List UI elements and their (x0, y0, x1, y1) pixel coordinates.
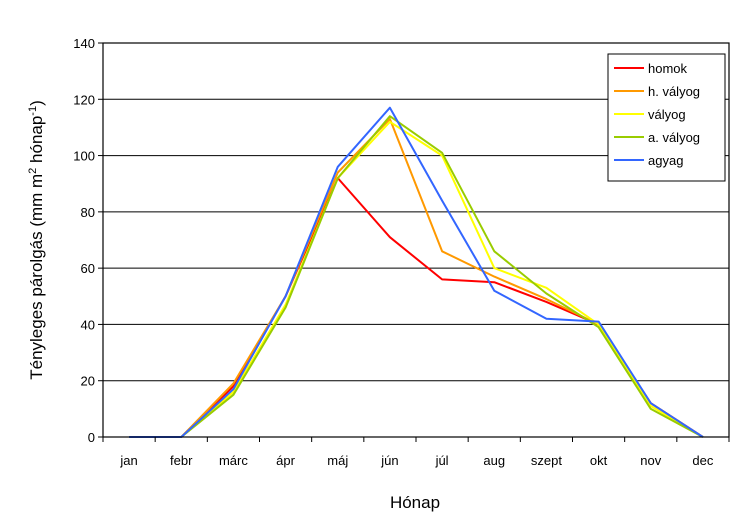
y-tick-label: 40 (81, 317, 95, 332)
series-line (129, 115, 704, 438)
axis-ticks (98, 42, 730, 442)
legend: homok h. vályog vályog a. vályog agyag (607, 53, 726, 182)
x-tick-label: jún (380, 453, 398, 468)
x-tick-label: júl (435, 453, 449, 468)
x-tick-label: okt (590, 453, 608, 468)
y-tick-label: 80 (81, 205, 95, 220)
x-tick-label: dec (692, 453, 713, 468)
y-tick-label: 60 (81, 261, 95, 276)
y-tick-label: 0 (88, 430, 95, 445)
legend-label: homok (648, 61, 688, 76)
x-tick-label: máj (327, 453, 348, 468)
x-tick-label: aug (483, 453, 505, 468)
x-tick-label: jan (119, 453, 137, 468)
y-axis-title-sup1: 2 (27, 168, 39, 174)
x-tick-label: febr (170, 453, 193, 468)
y-tick-label: 140 (73, 36, 95, 51)
y-axis-title-end: ) (27, 100, 46, 106)
y-axis-title-sup2: -1 (27, 106, 39, 116)
x-tick-label: ápr (276, 453, 295, 468)
x-axis-title: Hónap (390, 493, 440, 512)
legend-label: agyag (648, 153, 683, 168)
y-tick-labels: 0 20 40 60 80 100 120 140 (73, 36, 95, 445)
series-line (129, 177, 704, 438)
x-tick-labels: jan febr márc ápr máj jún júl aug szept okt nov dec (119, 453, 713, 468)
y-axis-title-mid: hónap (27, 116, 46, 168)
y-axis-title-main: Tényleges párolgás (mm m (27, 174, 46, 380)
y-tick-label: 120 (73, 92, 95, 107)
y-axis-title: Tényleges párolgás (mm m2 hónap-1) (27, 100, 46, 380)
series-line (129, 106, 704, 438)
legend-label: vályog (648, 107, 686, 122)
legend-label: h. vályog (648, 84, 700, 99)
series-line (129, 120, 704, 438)
series-lines (129, 106, 704, 438)
legend-label: a. vályog (648, 130, 700, 145)
x-tick-label: nov (640, 453, 661, 468)
y-tick-label: 100 (73, 149, 95, 164)
x-tick-label: márc (219, 453, 248, 468)
x-tick-label: szept (531, 453, 562, 468)
y-tick-label: 20 (81, 374, 95, 389)
